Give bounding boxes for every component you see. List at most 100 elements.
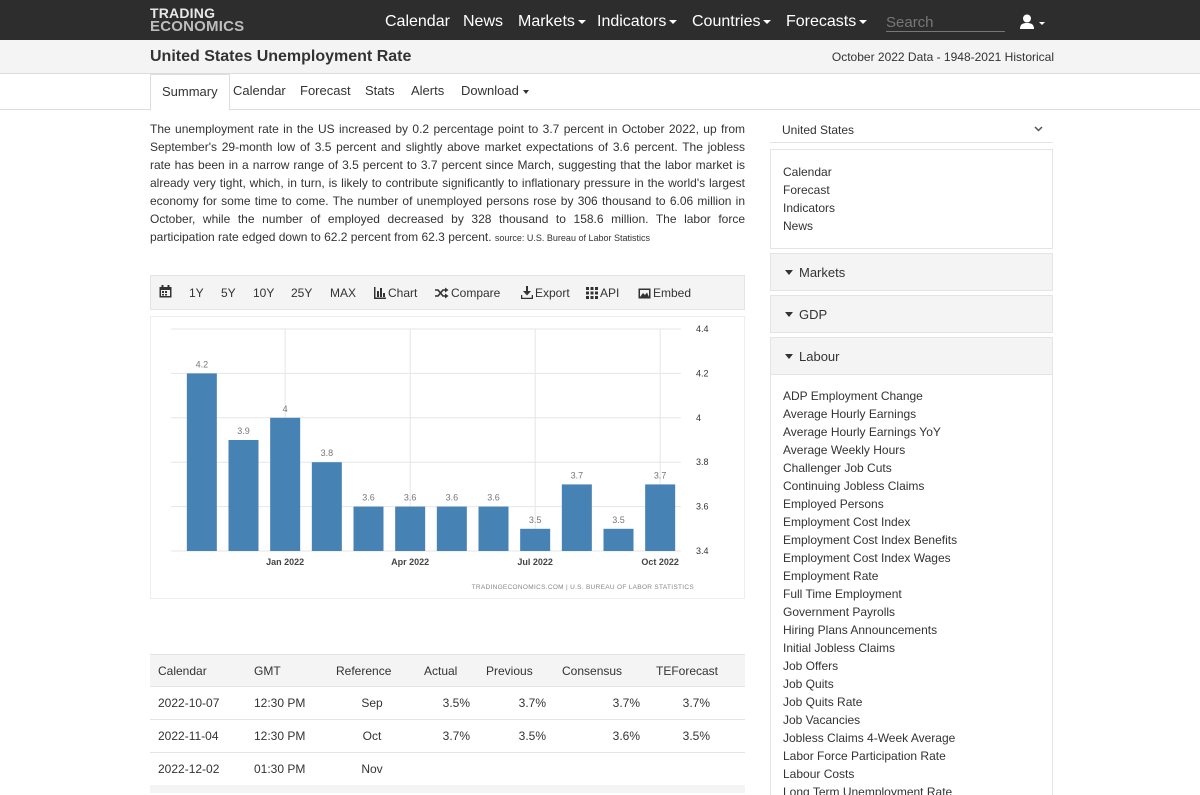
export-button[interactable]: Export [520,286,570,300]
tab-bar: Summary Calendar Forecast Stats Alerts D… [0,74,1200,111]
tab-download-label: Download [461,83,519,98]
y-tick-label: 3.8 [696,457,709,467]
embed-button[interactable]: Embed [638,286,691,300]
y-tick-label: 4.2 [696,368,709,378]
labour-indicator-link[interactable]: Jobless Claims 4-Week Average [783,731,956,745]
cell-previous: 3.7% [478,686,554,720]
chevron-down-icon [522,89,529,94]
chart-button-label: Chart [388,286,418,300]
tab-calendar[interactable]: Calendar [222,74,297,110]
user-icon [1020,14,1045,29]
labour-indicator-link[interactable]: Job Quits [783,677,834,691]
sidebar-link-indicators[interactable]: Indicators [783,201,836,215]
range-1y-button[interactable]: 1Y [189,286,204,300]
data-label: 3.5 [612,515,625,525]
table-header-row: Calendar GMT Reference Actual Previous C… [150,654,745,687]
nav-calendar[interactable]: Calendar [385,13,450,31]
labour-indicator-link[interactable]: Average Hourly Earnings [783,407,917,421]
api-button[interactable]: API [586,286,619,300]
data-label: 4.2 [196,359,209,369]
labour-indicator-link[interactable]: Job Quits Rate [783,695,863,709]
labour-indicator-link[interactable]: Initial Jobless Claims [783,641,896,655]
nav-forecasts[interactable]: Forecasts [786,13,868,31]
bar-chart-icon [374,287,386,299]
sidebar-link-forecast[interactable]: Forecast [783,183,830,197]
sidebar-section-markets[interactable]: Markets [770,253,1053,291]
source-link[interactable]: source: U.S. Bureau of Labor Statistics [494,233,650,243]
bar [561,484,592,551]
chart-type-button[interactable]: Chart [374,286,417,300]
labour-indicator-link[interactable]: Challenger Job Cuts [783,461,892,475]
image-icon [638,288,651,299]
data-label: 3.6 [446,493,459,503]
tab-alerts[interactable]: Alerts [400,74,455,110]
calendar-icon[interactable] [159,285,174,299]
tab-alerts-label: Alerts [411,83,445,98]
table-row: 2022-11-04 12:30 PM Oct 3.7% 3.5% 3.6% 3… [150,719,745,753]
tab-summary[interactable]: Summary [150,74,230,111]
summary-body: The unemployment rate in the US increase… [150,122,745,244]
range-max-button[interactable]: MAX [330,286,357,300]
compare-button[interactable]: Compare [435,286,500,300]
labour-indicator-link[interactable]: Employed Persons [783,497,884,511]
cell-date: 2022-11-04 [150,719,246,753]
range-10y-button[interactable]: 10Y [253,286,275,300]
section-labour-label: Labour [799,349,840,364]
cell-consensus [554,752,648,786]
y-tick-label: 4.4 [696,324,709,334]
country-select[interactable]: United States [770,117,1053,143]
labour-indicator-link[interactable]: Employment Cost Index Benefits [783,533,958,547]
labour-indicator-link[interactable]: Employment Rate [783,569,879,583]
nav-news-label: News [463,13,504,30]
tab-forecast-label: Forecast [300,83,351,98]
sidebar-link-calendar[interactable]: Calendar [783,165,832,179]
labour-indicator-link[interactable]: Job Offers [783,659,839,673]
shuffle-icon [435,287,449,299]
sidebar-section-labour[interactable]: Labour [770,337,1053,375]
labour-indicator-link[interactable]: Average Weekly Hours [783,443,906,457]
summary-text: The unemployment rate in the US increase… [150,120,745,247]
table-row: 2022-12-02 01:30 PM Nov [150,752,745,786]
range-5y-button[interactable]: 5Y [221,286,236,300]
nav-calendar-label: Calendar [385,13,450,30]
section-gdp-label: GDP [799,307,828,322]
cell-actual: 3.7% [416,719,478,753]
nav-news[interactable]: News [463,13,503,31]
sidebar-link-news[interactable]: News [783,219,814,233]
country-select-value: United States [782,123,855,137]
nav-markets[interactable]: Markets [518,13,586,31]
labour-indicator-link[interactable]: Labor Force Participation Rate [783,749,946,763]
sidebar-section-gdp[interactable]: GDP [770,295,1053,333]
logo[interactable]: TRADING ECONOMICS [150,6,244,34]
search-input[interactable] [886,13,1005,32]
cell-gmt: 12:30 PM [246,719,328,753]
labour-indicator-link[interactable]: Long Term Unemployment Rate [783,785,953,795]
nav-indicators[interactable]: Indicators [597,13,678,31]
cell-reference: Nov [328,752,416,786]
labour-indicator-link[interactable]: Full Time Employment [783,587,902,601]
bar [353,506,384,551]
labour-indicator-link[interactable]: Labour Costs [783,767,855,781]
labour-indicator-link[interactable]: Hiring Plans Announcements [783,623,938,637]
nav-countries[interactable]: Countries [692,13,772,31]
labour-indicator-link[interactable]: Continuing Jobless Claims [783,479,925,493]
chevron-down-icon [669,19,678,24]
cell-actual [416,752,478,786]
labour-indicator-link[interactable]: Employment Cost Index Wages [783,551,951,565]
chevron-down-icon [859,19,868,24]
user-menu[interactable] [1019,14,1049,30]
labour-indicator-link[interactable]: Job Vacancies [783,713,861,727]
bar [186,373,217,551]
tab-forecast[interactable]: Forecast [289,74,362,110]
y-tick-label: 3.4 [696,546,709,556]
labour-indicator-link[interactable]: Average Hourly Earnings YoY [783,425,941,439]
tab-download[interactable]: Download [450,74,540,110]
nav-countries-label: Countries [692,13,761,30]
labour-indicator-link[interactable]: Government Payrolls [783,605,896,619]
labour-indicator-link[interactable]: Employment Cost Index [783,515,911,529]
range-25y-button[interactable]: 25Y [291,286,313,300]
labour-indicator-link[interactable]: ADP Employment Change [783,389,923,403]
tab-stats[interactable]: Stats [354,74,406,110]
x-tick-label: Oct 2022 [641,557,679,567]
unemployment-bar-chart: 3.4 3.6 3.8 4 4.2 4.4 Jan 2022 Apr 2022 Jul 2022… [171,324,709,591]
